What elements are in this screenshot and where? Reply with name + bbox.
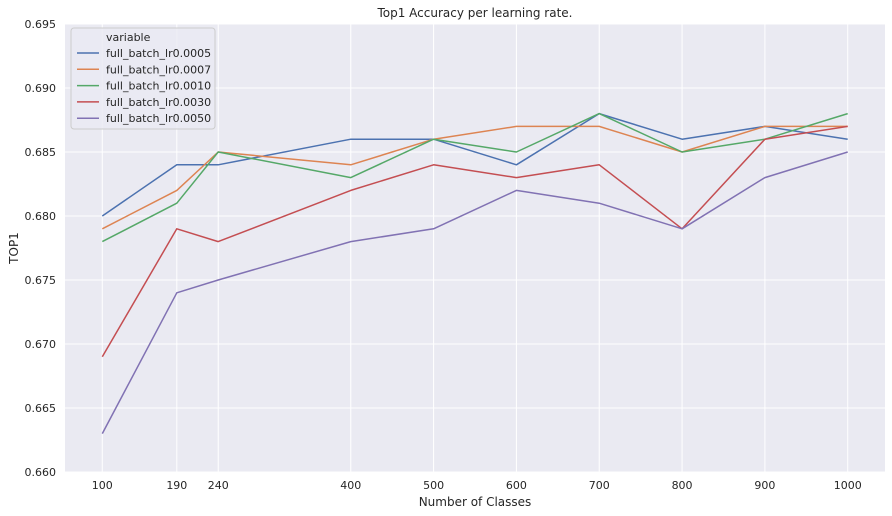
x-tick-label: 700 xyxy=(589,479,610,492)
y-axis-title: TOP1 xyxy=(7,232,21,265)
grid xyxy=(65,23,885,473)
series-line xyxy=(101,151,848,434)
chart-title: Top1 Accuracy per learning rate. xyxy=(376,6,572,20)
y-tick-label: 0.685 xyxy=(25,146,57,159)
x-tick-label: 600 xyxy=(506,479,527,492)
legend-items: full_batch_lr0.0005 full_batch_lr0.0007fu… xyxy=(77,47,211,125)
x-tick-label: 900 xyxy=(754,479,775,492)
x-tick-label: 240 xyxy=(208,479,229,492)
legend-label: full_batch_lr0.0010 xyxy=(106,80,211,93)
y-tick-label: 0.660 xyxy=(25,466,57,479)
series-line xyxy=(101,125,848,358)
x-axis-title: Number of Classes xyxy=(419,495,532,509)
legend-label: full_batch_lr0.0050 xyxy=(106,112,211,125)
y-tick-label: 0.665 xyxy=(25,402,57,415)
y-tick-label: 0.680 xyxy=(25,210,57,223)
y-axis-ticks: 0.660 0.665 0.670 0.675 0.680 0.685 0.690 0.695 xyxy=(25,18,57,479)
x-tick-label: 400 xyxy=(340,479,361,492)
legend-box xyxy=(70,27,216,130)
y-tick-label: 0.675 xyxy=(25,274,57,287)
y-tick-label: 0.670 xyxy=(25,338,57,351)
x-tick-label: 800 xyxy=(672,479,693,492)
y-tick-label: 0.695 xyxy=(25,18,57,31)
series-line xyxy=(101,125,848,230)
legend-label: full_batch_lr0.0007 xyxy=(106,63,211,76)
series-line xyxy=(101,112,848,243)
x-tick-label: 500 xyxy=(423,479,444,492)
x-tick-label: 190 xyxy=(166,479,187,492)
legend-title: variable xyxy=(106,31,151,44)
legend: variable full_batch_lr0.0005full_batch_l… xyxy=(70,27,216,130)
series-line xyxy=(101,112,848,217)
y-tick-label: 0.690 xyxy=(25,82,57,95)
x-tick-label: 100 xyxy=(92,479,113,492)
legend-label: full_batch_lr0.0005 xyxy=(106,47,211,60)
legend-label: full_batch_lr0.0030 xyxy=(106,96,211,109)
x-tick-label: 1000 xyxy=(834,479,862,492)
series-group xyxy=(101,112,848,434)
x-axis-ticks: 100 190 240 400 500 600 700 800 900 1000 xyxy=(92,479,862,492)
